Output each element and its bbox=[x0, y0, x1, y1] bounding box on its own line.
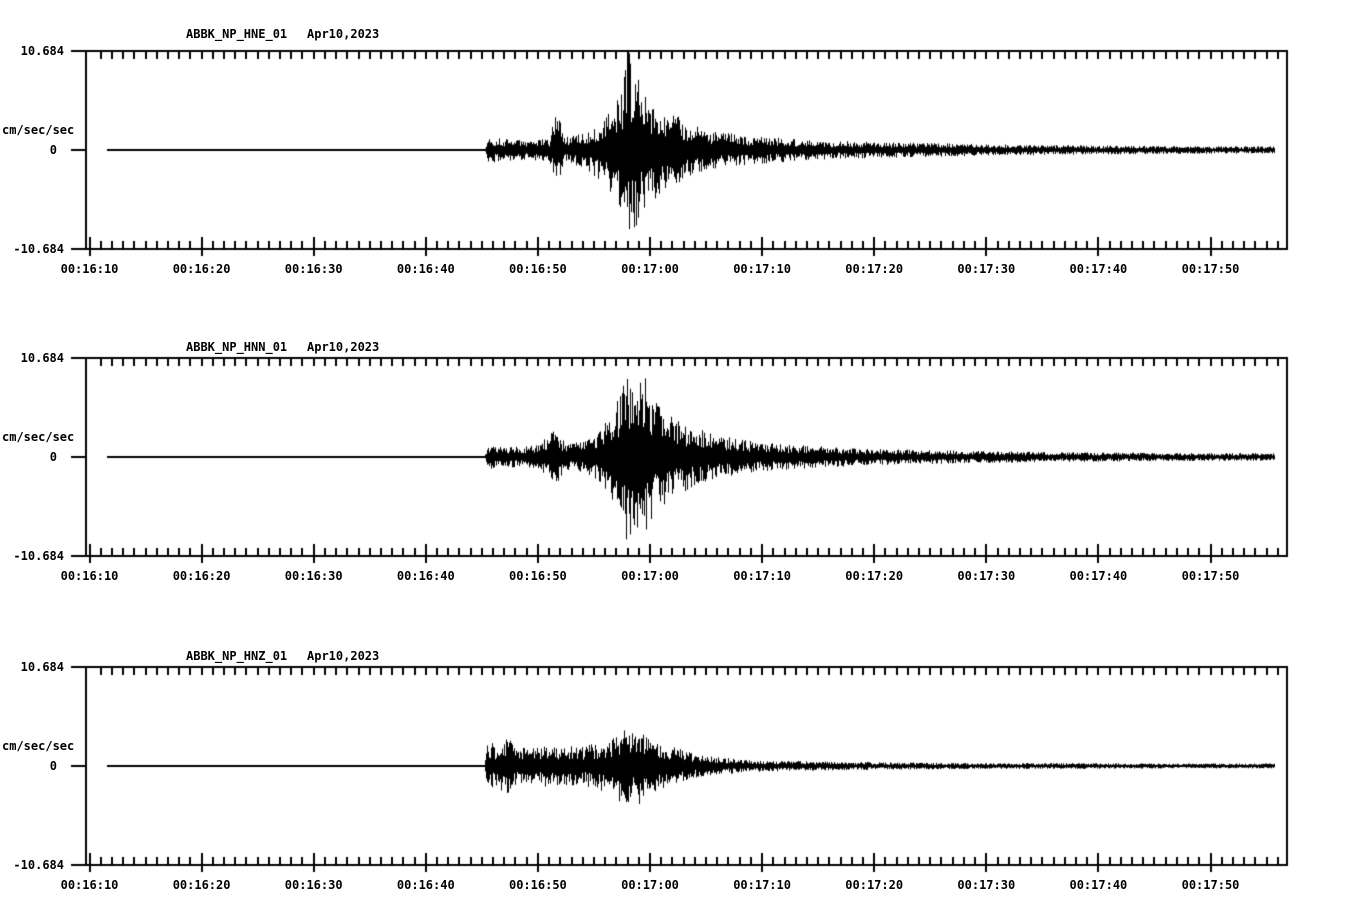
y-zero-label: 0 bbox=[49, 450, 57, 464]
x-tick-label: 00:17:00 bbox=[621, 262, 679, 276]
x-tick-label: 00:16:40 bbox=[396, 569, 455, 583]
trace-title: ABBK_NP_HNZ_01 bbox=[186, 649, 288, 663]
x-tick-label: 00:16:50 bbox=[508, 569, 567, 583]
x-tick-label: 00:16:30 bbox=[284, 569, 343, 583]
trace-date: Apr10,2023 bbox=[307, 649, 380, 663]
x-tick-label: 00:17:30 bbox=[957, 262, 1016, 276]
x-tick-label: 00:16:30 bbox=[284, 262, 343, 276]
x-tick-label: 00:17:00 bbox=[621, 569, 679, 583]
y-zero-label: 0 bbox=[49, 143, 57, 157]
trace-title: ABBK_NP_HNE_01 bbox=[186, 27, 288, 41]
x-tick-label: 00:16:50 bbox=[508, 878, 567, 892]
y-max-label: 10.684 bbox=[20, 660, 64, 674]
x-tick-label: 00:17:30 bbox=[957, 878, 1016, 892]
x-tick-label: 00:16:50 bbox=[508, 262, 567, 276]
x-tick-label: 00:17:20 bbox=[845, 262, 904, 276]
x-tick-label: 00:16:10 bbox=[60, 262, 119, 276]
y-unit-label: cm/sec/sec bbox=[2, 123, 75, 137]
trace-date: Apr10,2023 bbox=[307, 27, 380, 41]
x-tick-label: 00:17:50 bbox=[1181, 262, 1240, 276]
x-tick-label: 00:17:10 bbox=[733, 878, 791, 892]
y-max-label: 10.684 bbox=[20, 44, 64, 58]
x-tick-label: 00:16:20 bbox=[172, 262, 231, 276]
x-tick-label: 00:17:20 bbox=[845, 569, 904, 583]
trace-title: ABBK_NP_HNN_01 bbox=[186, 340, 288, 354]
y-unit-label: cm/sec/sec bbox=[2, 739, 75, 753]
x-tick-label: 00:17:20 bbox=[845, 878, 904, 892]
x-tick-label: 00:17:40 bbox=[1069, 262, 1128, 276]
x-tick-label: 00:17:50 bbox=[1181, 878, 1240, 892]
x-tick-label: 00:17:50 bbox=[1181, 569, 1240, 583]
x-tick-label: 00:16:40 bbox=[396, 262, 455, 276]
y-min-label: -10.684 bbox=[13, 549, 64, 563]
x-tick-label: 00:16:40 bbox=[396, 878, 455, 892]
x-tick-label: 00:17:40 bbox=[1069, 569, 1128, 583]
y-max-label: 10.684 bbox=[20, 351, 64, 365]
y-zero-label: 0 bbox=[49, 759, 57, 773]
y-min-label: -10.684 bbox=[13, 242, 64, 256]
x-tick-label: 00:16:10 bbox=[60, 569, 119, 583]
x-tick-label: 00:16:10 bbox=[60, 878, 119, 892]
x-tick-label: 00:16:30 bbox=[284, 878, 343, 892]
x-tick-label: 00:16:20 bbox=[172, 569, 231, 583]
y-unit-label: cm/sec/sec bbox=[2, 430, 75, 444]
x-tick-label: 00:17:10 bbox=[733, 569, 791, 583]
x-tick-label: 00:17:10 bbox=[733, 262, 791, 276]
x-tick-label: 00:17:00 bbox=[621, 878, 679, 892]
y-min-label: -10.684 bbox=[13, 858, 64, 872]
x-tick-label: 00:16:20 bbox=[172, 878, 231, 892]
x-tick-label: 00:17:30 bbox=[957, 569, 1016, 583]
x-tick-label: 00:17:40 bbox=[1069, 878, 1128, 892]
trace-date: Apr10,2023 bbox=[307, 340, 380, 354]
